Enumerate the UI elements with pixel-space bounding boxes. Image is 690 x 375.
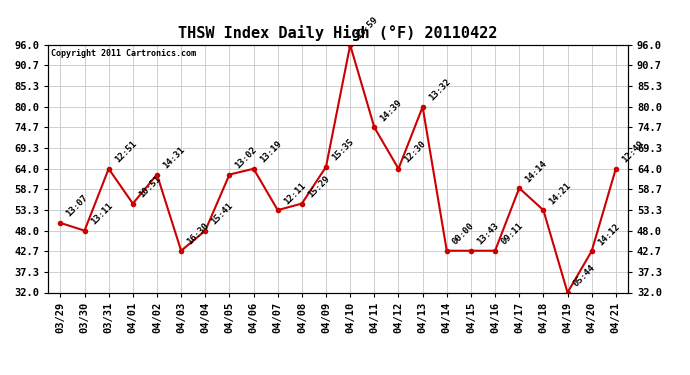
Title: THSW Index Daily High (°F) 20110422: THSW Index Daily High (°F) 20110422 <box>179 25 497 41</box>
Text: 09:11: 09:11 <box>500 221 524 247</box>
Text: 12:11: 12:11 <box>282 181 307 206</box>
Text: 16:30: 16:30 <box>186 221 210 247</box>
Text: Copyright 2011 Cartronics.com: Copyright 2011 Cartronics.com <box>51 49 196 58</box>
Text: 13:11: 13:11 <box>89 201 114 226</box>
Text: 05:44: 05:44 <box>572 263 597 288</box>
Text: 13:07: 13:07 <box>65 194 90 219</box>
Text: 13:19: 13:19 <box>258 139 283 165</box>
Text: 15:35: 15:35 <box>331 137 355 163</box>
Text: 14:21: 14:21 <box>548 181 573 206</box>
Text: 13:43: 13:43 <box>475 221 500 247</box>
Text: 13:59: 13:59 <box>355 15 380 41</box>
Text: 13:32: 13:32 <box>427 77 452 103</box>
Text: 14:31: 14:31 <box>161 145 186 170</box>
Text: 00:00: 00:00 <box>451 221 476 247</box>
Text: 14:14: 14:14 <box>524 159 549 184</box>
Text: 13:02: 13:02 <box>234 145 259 170</box>
Text: 14:39: 14:39 <box>379 98 404 123</box>
Text: 12:49: 12:49 <box>620 139 645 165</box>
Text: 14:12: 14:12 <box>596 222 621 247</box>
Text: 12:30: 12:30 <box>403 139 428 165</box>
Text: 10:51: 10:51 <box>137 174 162 200</box>
Text: 12:51: 12:51 <box>113 139 138 165</box>
Text: 15:41: 15:41 <box>210 201 235 226</box>
Text: 15:29: 15:29 <box>306 174 331 200</box>
